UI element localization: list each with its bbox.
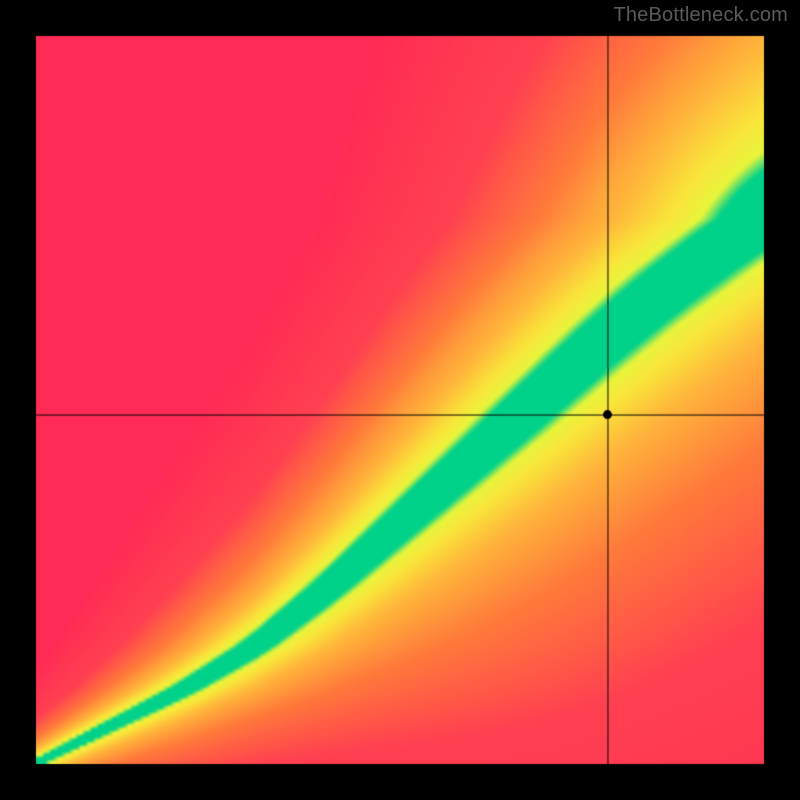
chart-container: TheBottleneck.com (0, 0, 800, 800)
heatmap-canvas (0, 0, 800, 800)
